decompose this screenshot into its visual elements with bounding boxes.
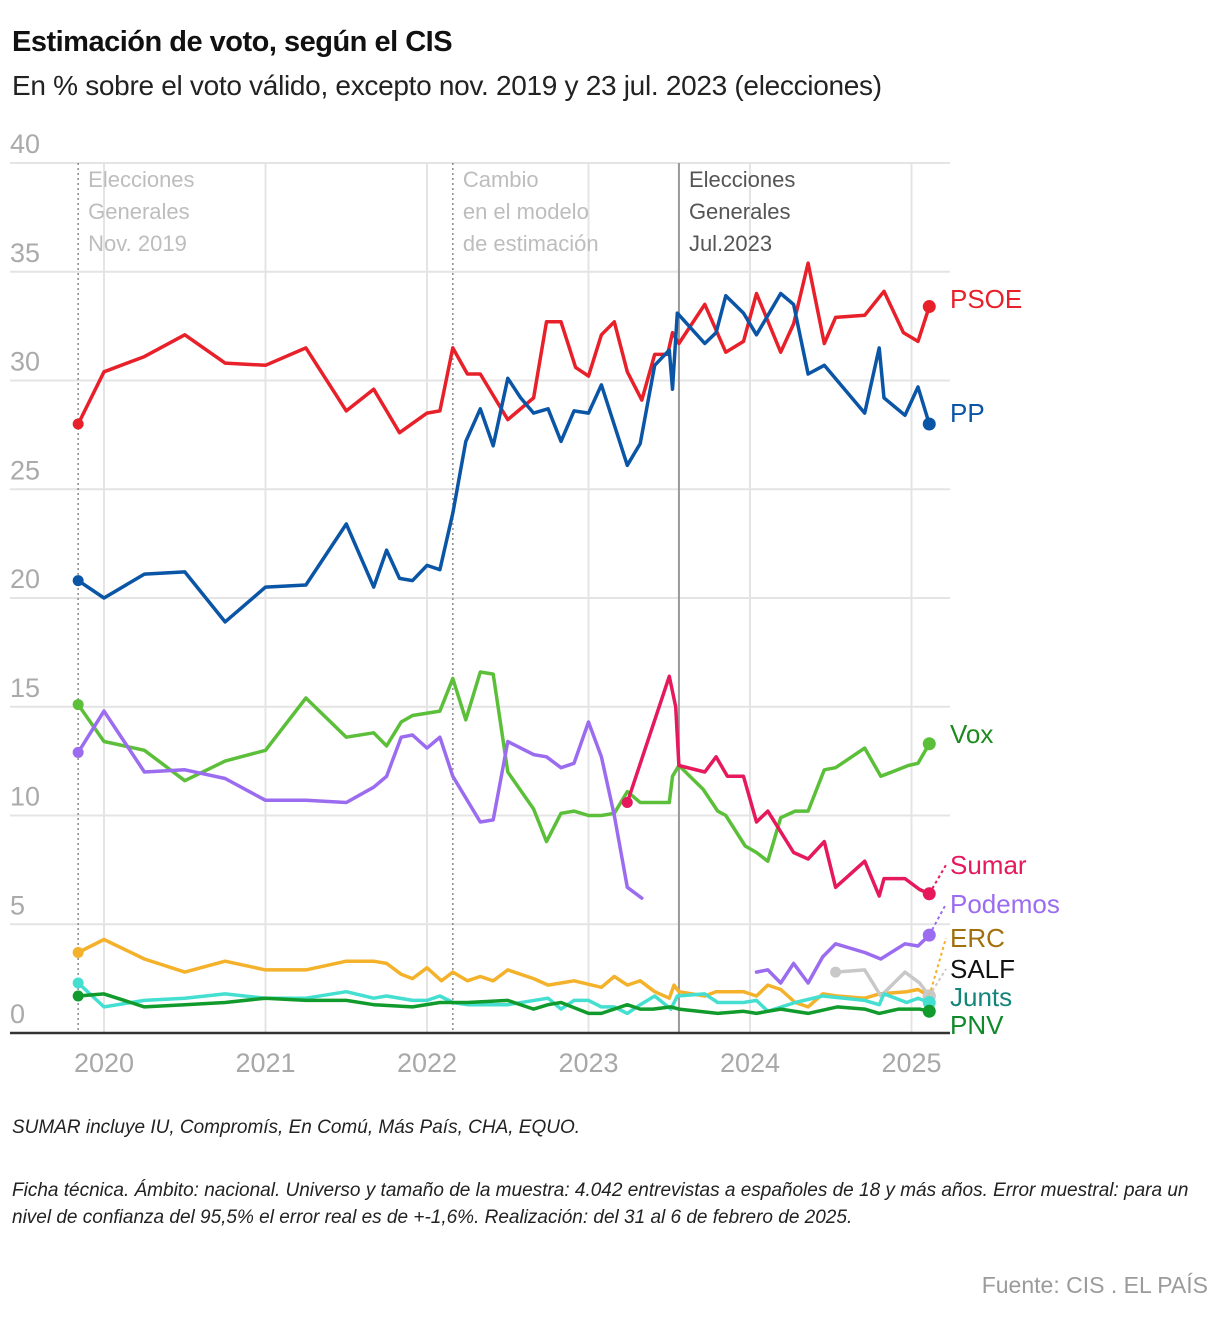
label-leader-salf (928, 968, 947, 997)
series-line-sumar (625, 674, 932, 898)
annotation-text: Jul.2023 (689, 231, 772, 256)
line-chart: Elecciones Generales Nov. 2019 Cambio en el … (10, 129, 1060, 1078)
series-end-dot-psoe (922, 300, 936, 314)
y-tick-label: 0 (10, 999, 25, 1029)
y-tick-label: 40 (10, 129, 40, 159)
series-line-podemos (754, 933, 932, 985)
series-lines (72, 261, 936, 1018)
series-label-vox: Vox (950, 719, 993, 749)
x-tick-label: 2024 (720, 1048, 780, 1078)
series-start-dot-erc (72, 947, 84, 959)
series-end-dot-pnv (922, 1004, 936, 1018)
chart-subtitle: En % sobre el voto válido, excepto nov. … (12, 70, 882, 101)
annotation-text: Elecciones (689, 167, 795, 192)
series-line-junts (76, 981, 932, 1016)
series-label-podemos: Podemos (950, 889, 1060, 919)
series-line-pp (76, 291, 932, 624)
chart-title: Estimación de voto, según el CIS (12, 26, 453, 58)
series-start-dot-pnv (72, 990, 84, 1002)
series-start-dot-vox (72, 699, 84, 711)
series-start-dot-sumar (621, 796, 633, 808)
annotation-text: Elecciones (88, 167, 194, 192)
x-tick-label: 2025 (881, 1048, 941, 1078)
y-tick-label: 5 (10, 890, 25, 920)
series-end-dot-pp (922, 417, 936, 431)
series-line-salf (833, 968, 932, 998)
annotation-text: de estimación (463, 231, 599, 256)
series-start-dot-junts (72, 977, 84, 989)
series-line-podemos (76, 709, 644, 900)
annotation-text: en el modelo (463, 199, 589, 224)
x-tick-label: 2022 (397, 1048, 457, 1078)
footnote-ficha-tecnica: Ficha técnica. Ámbito: nacional. Univers… (12, 1180, 1189, 1228)
y-tick-label: 20 (10, 564, 40, 594)
x-tick-label: 2021 (235, 1048, 295, 1078)
annotation-text: Generales (88, 199, 190, 224)
y-tick-label: 35 (10, 238, 40, 268)
y-tick-label: 30 (10, 347, 40, 377)
series-label-sumar: Sumar (950, 850, 1027, 880)
annotation-text: Nov. 2019 (88, 231, 187, 256)
gridlines (10, 162, 950, 1033)
y-tick-label: 10 (10, 782, 40, 812)
y-tick-label: 15 (10, 673, 40, 703)
x-tick-label: 2023 (558, 1048, 618, 1078)
x-tick-label: 2020 (74, 1048, 134, 1078)
series-line-pnv (76, 992, 932, 1016)
annotations: Elecciones Generales Nov. 2019 Cambio en el … (77, 163, 795, 1033)
label-leader-podemos (928, 903, 947, 936)
series-line-psoe (76, 261, 932, 435)
series-start-dot-podemos (72, 746, 84, 758)
series-label-junts: Junts (950, 982, 1012, 1012)
series-end-dot-vox (922, 737, 936, 751)
series-label-salf: SALF (950, 954, 1015, 984)
annotation-text: Generales (689, 199, 791, 224)
series-line-erc (76, 937, 932, 1009)
series-label-pnv: PNV (950, 1010, 1004, 1040)
series-start-dot-salf (830, 966, 842, 978)
footnote-sumar: SUMAR incluye IU, Compromís, En Comú, Má… (12, 1117, 581, 1138)
series-label-pp: PP (950, 398, 985, 428)
series-line-vox (76, 670, 932, 863)
series-start-dot-psoe (72, 418, 84, 430)
source-credit: Fuente: CIS . EL PAÍS (981, 1272, 1208, 1298)
annotation-text: Cambio (463, 167, 539, 192)
series-label-erc: ERC (950, 923, 1005, 953)
series-start-dot-pp (72, 575, 84, 587)
label-leader-erc (928, 937, 947, 997)
series-label-psoe: PSOE (950, 284, 1022, 314)
y-tick-label: 25 (10, 455, 40, 485)
